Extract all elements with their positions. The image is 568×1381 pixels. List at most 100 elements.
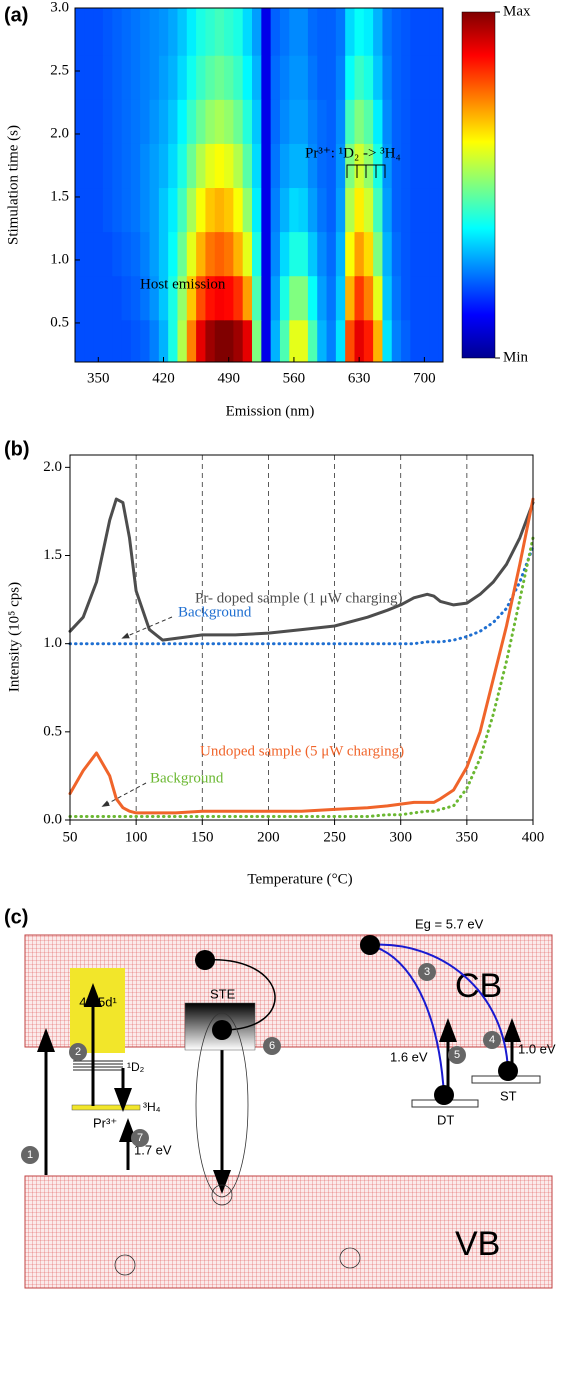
heat-cell: [75, 275, 85, 321]
heat-cell: [429, 55, 439, 100]
heat-cell: [382, 99, 393, 144]
heat-cell: [261, 319, 272, 362]
heat-cell: [84, 187, 95, 233]
heat-cell: [112, 143, 123, 189]
heat-cell: [75, 187, 85, 233]
heat-cell: [419, 187, 430, 233]
heat-cell: [252, 55, 262, 100]
heat-cell: [233, 55, 244, 100]
series-line: [68, 545, 535, 646]
heat-cell: [242, 143, 253, 189]
heat-cell: [289, 99, 300, 144]
heat-cell: [121, 275, 132, 321]
capture-path: [369, 943, 509, 1096]
heat-cell: [298, 187, 309, 233]
heat-cell: [75, 99, 85, 144]
heat-cell: [196, 99, 206, 144]
heat-cell: [438, 319, 443, 362]
heat-cell: [382, 275, 393, 321]
y-tick-label: 2.0: [43, 459, 62, 475]
heat-cell: [112, 99, 123, 144]
heat-cell: [242, 187, 253, 233]
heat-cell: [391, 275, 402, 321]
y-tick-label: 1.0: [43, 635, 62, 651]
heat-cell: [401, 231, 411, 277]
heat-cell: [429, 143, 439, 189]
heat-cell: [186, 143, 197, 189]
heat-cell: [196, 55, 206, 100]
heat-cell: [429, 319, 439, 362]
heat-cell: [438, 231, 443, 277]
heat-cell: [307, 55, 318, 100]
plot-frame: [69, 454, 534, 821]
heat-cell: [214, 319, 225, 362]
heat-cell: [84, 275, 95, 321]
heat-cell: [345, 55, 355, 100]
heat-cell: [252, 187, 262, 233]
level-label: ¹D₂: [127, 1060, 145, 1074]
step-number: 3: [424, 966, 430, 978]
heat-cell: [93, 319, 104, 362]
heat-cell: [140, 275, 151, 321]
x-tick-label: 350: [456, 829, 479, 845]
bracket: [346, 164, 386, 178]
heat-cell: [130, 275, 141, 321]
heat-cell: [93, 99, 104, 144]
heat-cell: [75, 319, 85, 362]
heat-cell: [326, 99, 337, 144]
heat-cell: [84, 8, 95, 56]
heat-cell: [438, 99, 443, 144]
heat-cell: [186, 99, 197, 144]
heat-cell: [102, 275, 113, 321]
step-badge: [263, 1037, 281, 1055]
heat-cell: [112, 275, 123, 321]
step-number: 2: [75, 1046, 81, 1058]
heat-cell: [401, 187, 411, 233]
heat-cell: [326, 319, 337, 362]
heat-cell: [121, 55, 132, 100]
heat-cell: [373, 187, 383, 233]
series-label: Pr- doped sample (1 μW charging): [195, 590, 403, 606]
heat-cell: [158, 231, 169, 277]
heat-cell: [261, 99, 272, 144]
heat-cell: [121, 99, 132, 144]
heat-cell: [140, 319, 151, 362]
heat-cell: [214, 231, 225, 277]
heat-cell: [233, 8, 244, 56]
heat-cell: [112, 319, 123, 362]
heat-cell: [177, 55, 188, 100]
heat-cell: [186, 55, 197, 100]
heat-cell: [149, 275, 160, 321]
heat-cell: [438, 187, 443, 233]
heat-cell: [410, 143, 421, 189]
heat-cell: [102, 143, 113, 189]
ste-label: STE: [210, 986, 236, 1001]
x-tick-label: 100: [125, 829, 148, 845]
heat-cell: [270, 275, 281, 321]
series-label: Background: [178, 604, 252, 620]
heat-cell: [373, 8, 383, 56]
heat-cell: [130, 143, 141, 189]
step-number: 5: [454, 1049, 460, 1061]
heat-cell: [317, 319, 328, 362]
heat-cell: [158, 275, 169, 321]
x-tick-label: 200: [257, 829, 280, 845]
heat-cell: [354, 99, 365, 144]
heat-cell: [233, 99, 244, 144]
heat-cell: [419, 55, 430, 100]
hole: [339, 1247, 361, 1269]
heat-cell: [149, 8, 160, 56]
heat-cell: [196, 231, 206, 277]
heat-cell: [205, 187, 216, 233]
heat-cell: [289, 8, 300, 56]
heat-cell: [270, 231, 281, 277]
heat-cell: [410, 55, 421, 100]
heat-cell: [326, 187, 337, 233]
energy-label: 1.6 eV: [390, 1049, 428, 1064]
series-label: Background: [150, 770, 224, 786]
x-tick-label: 490: [217, 370, 240, 386]
electron: [498, 1061, 518, 1081]
heat-cell: [242, 275, 253, 321]
heat-cell: [205, 55, 216, 100]
heat-cell: [410, 319, 421, 362]
